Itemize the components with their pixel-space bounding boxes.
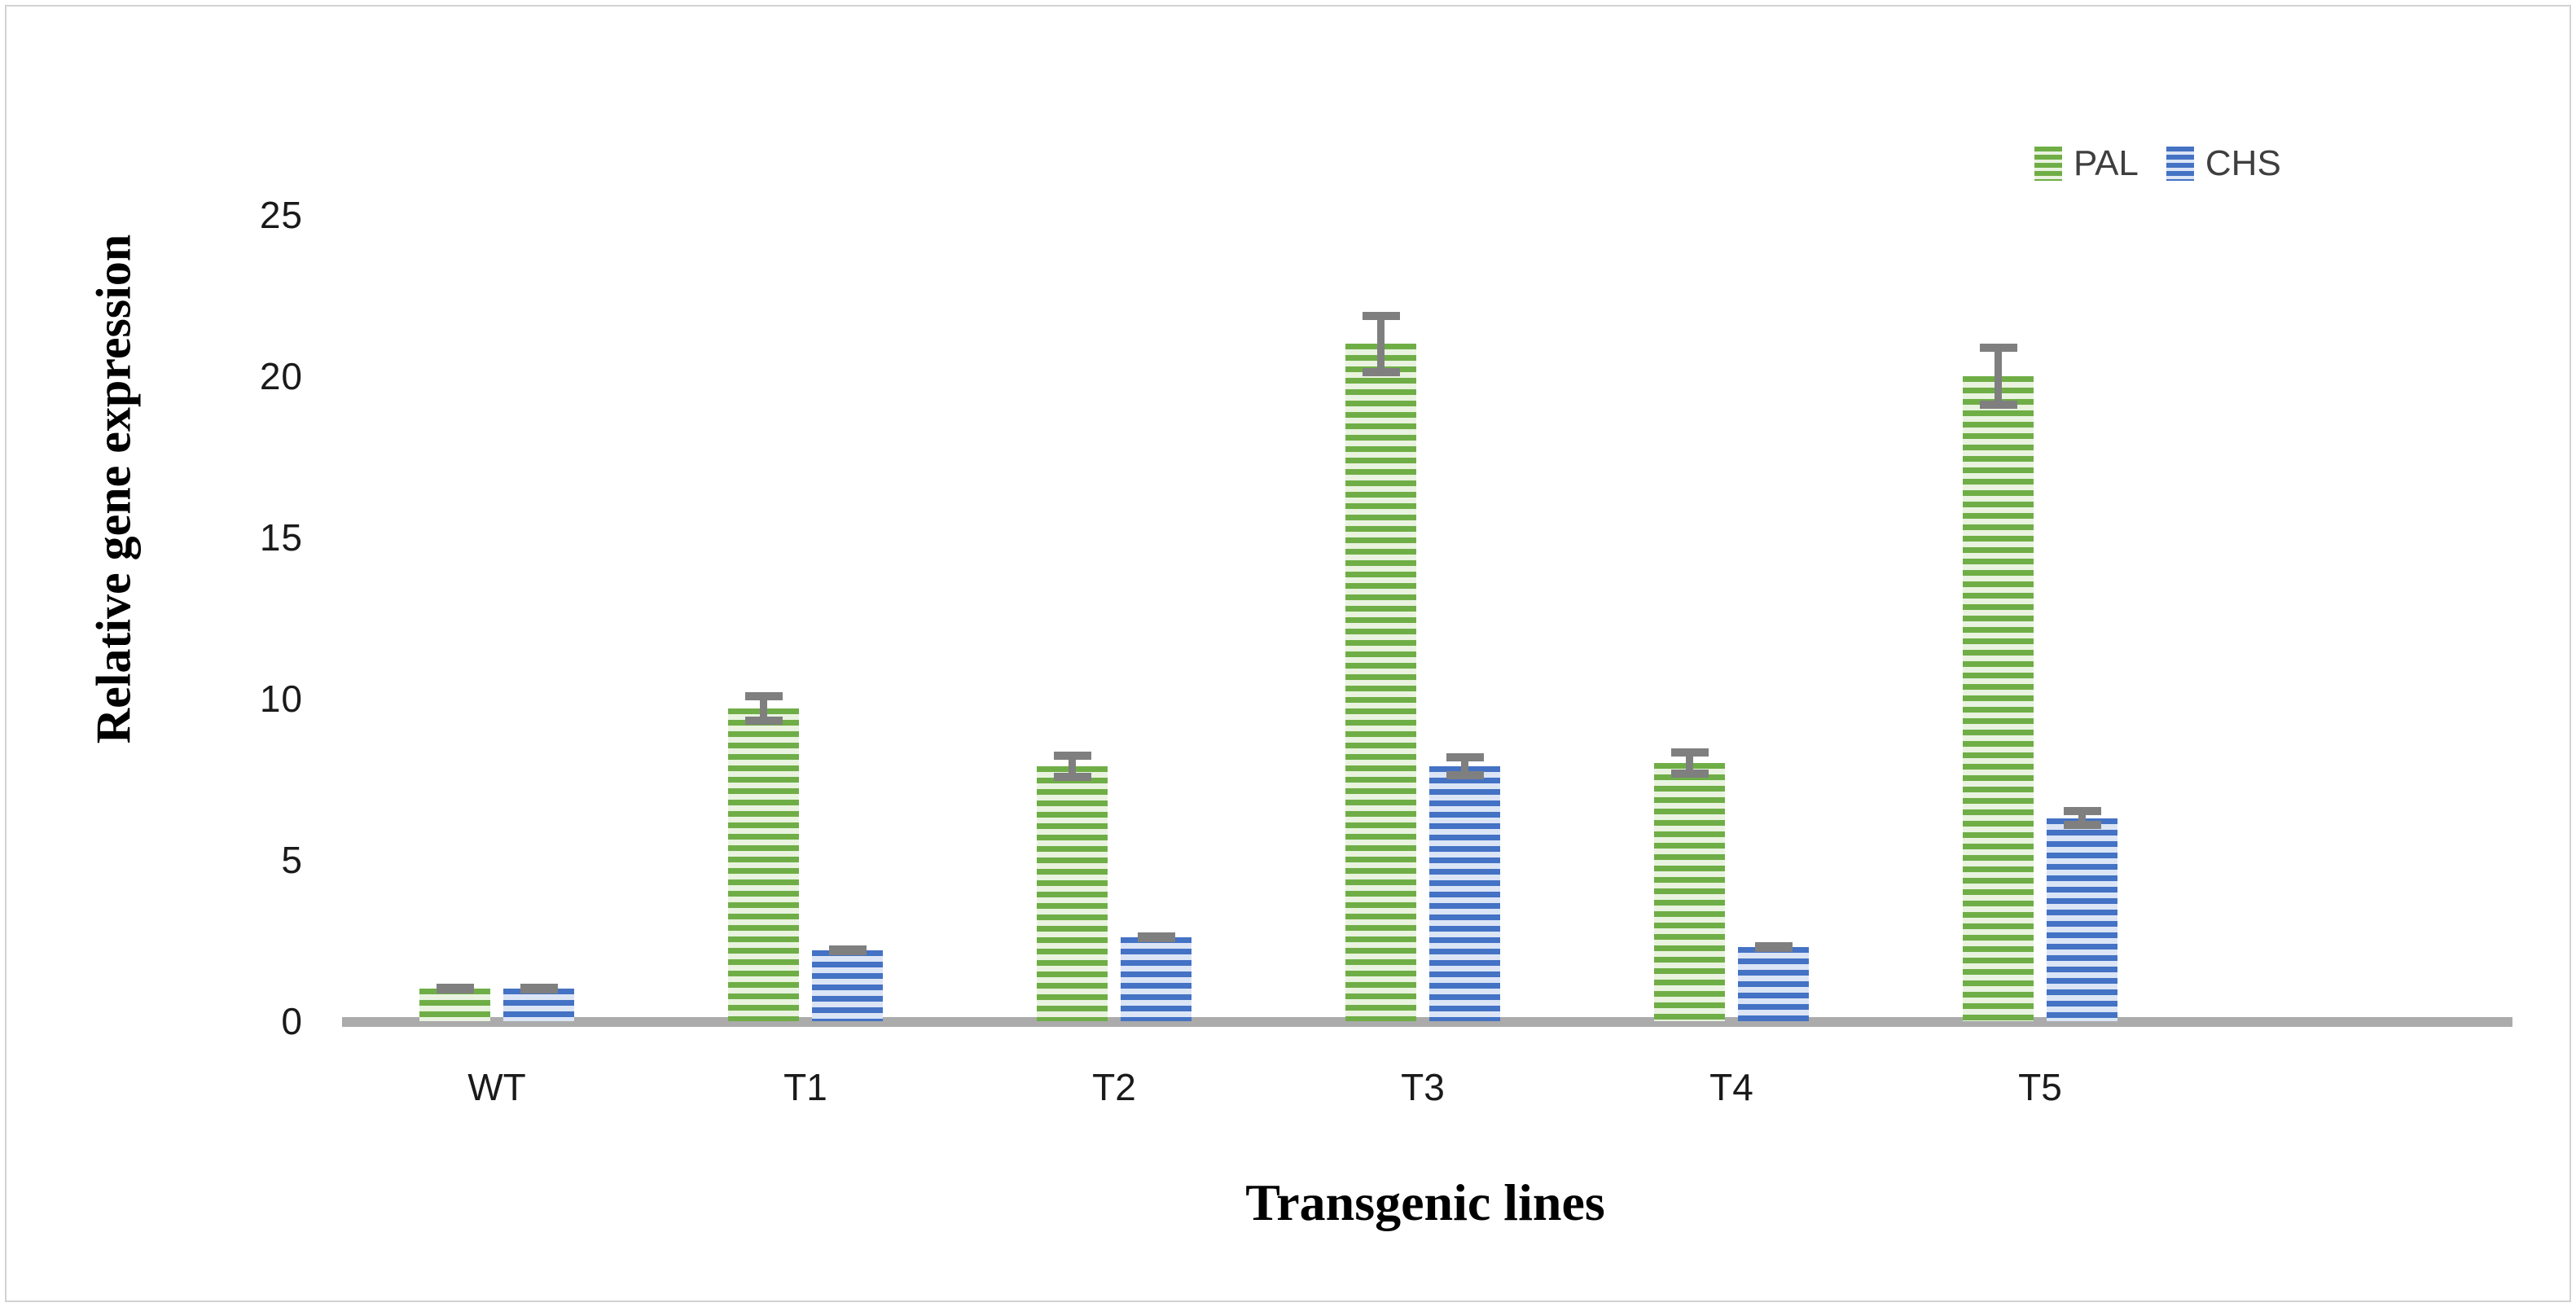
error-bar-cap-pal-t3 <box>1362 368 1400 376</box>
legend-item-chs: CHS <box>2166 143 2281 184</box>
bar-chs-t4 <box>1738 946 1809 1021</box>
error-bar-cap-chs-t4 <box>1754 941 1793 950</box>
bar-chs-t1 <box>812 950 883 1021</box>
error-bar-cap-pal-t1 <box>744 692 783 701</box>
error-bar-cap-pal-t1 <box>744 716 783 725</box>
error-bar-cap-chs-t3 <box>1446 753 1484 762</box>
error-bar-cap-pal-t4 <box>1670 770 1709 778</box>
x-category-label-t4: T4 <box>1709 1066 1753 1108</box>
error-bar-cap-chs-t1 <box>828 946 867 955</box>
bar-chs-t3 <box>1429 766 1500 1021</box>
x-category-label-wt: WT <box>467 1066 526 1108</box>
bar-pal-t3 <box>1345 344 1416 1021</box>
error-bar-stem-pal-t5 <box>1995 344 2002 409</box>
error-bar-cap-chs-t2 <box>1137 933 1175 942</box>
bar-pal-t5 <box>1963 376 2034 1021</box>
legend-swatch-chs <box>2166 147 2194 181</box>
error-bar-cap-chs-t3 <box>1446 771 1484 779</box>
y-tick-label-0: 0 <box>281 1000 303 1042</box>
x-category-label-t3: T3 <box>1401 1066 1445 1108</box>
legend-item-pal: PAL <box>2034 143 2139 184</box>
chart-outer-border <box>5 5 2571 1302</box>
bar-pal-t1 <box>728 708 799 1021</box>
y-tick-label-20: 20 <box>259 355 303 397</box>
bar-chs-t5 <box>2047 818 2117 1021</box>
x-axis-line <box>342 1017 2512 1027</box>
y-axis-title: Relative gene expression <box>86 234 141 744</box>
y-tick-label-5: 5 <box>281 839 303 881</box>
error-bar-cap-pal-wt <box>436 985 474 994</box>
bar-pal-wt <box>419 989 490 1021</box>
error-bar-cap-chs-t5 <box>2063 821 2101 830</box>
bar-chs-wt <box>503 989 574 1021</box>
error-bar-cap-pal-t3 <box>1362 311 1400 320</box>
error-bar-cap-chs-wt <box>520 985 558 994</box>
error-bar-cap-pal-t5 <box>1979 400 2017 409</box>
x-category-label-t2: T2 <box>1092 1066 1136 1108</box>
x-category-label-t5: T5 <box>2018 1066 2062 1108</box>
error-bar-cap-pal-t2 <box>1053 752 1091 761</box>
x-axis-title: Transgenic lines <box>1245 1173 1605 1231</box>
error-bar-cap-pal-t2 <box>1053 772 1091 781</box>
error-bar-stem-pal-t2 <box>1069 752 1076 781</box>
bar-pal-t2 <box>1037 766 1108 1021</box>
bar-pal-t4 <box>1654 763 1725 1021</box>
error-bar-cap-chs-t5 <box>2063 806 2101 815</box>
error-bar-stem-chs-t3 <box>1461 753 1468 779</box>
error-bar-stem-pal-t4 <box>1686 748 1693 778</box>
bar-chs-t2 <box>1121 937 1191 1021</box>
error-bar-stem-chs-t5 <box>2078 806 2086 830</box>
x-category-label-t1: T1 <box>783 1066 827 1108</box>
legend-swatch-pal <box>2034 147 2062 181</box>
y-tick-label-15: 15 <box>259 516 303 559</box>
error-bar-stem-pal-t3 <box>1377 311 1385 376</box>
error-bar-cap-pal-t5 <box>1979 344 2017 353</box>
y-tick-label-25: 25 <box>259 194 303 236</box>
chart-legend: PAL CHS <box>2034 143 2281 184</box>
y-tick-label-10: 10 <box>259 678 303 720</box>
legend-label-pal: PAL <box>2074 143 2139 183</box>
error-bar-cap-pal-t4 <box>1670 748 1709 757</box>
error-bar-stem-pal-t1 <box>760 692 767 725</box>
legend-label-chs: CHS <box>2205 143 2281 183</box>
